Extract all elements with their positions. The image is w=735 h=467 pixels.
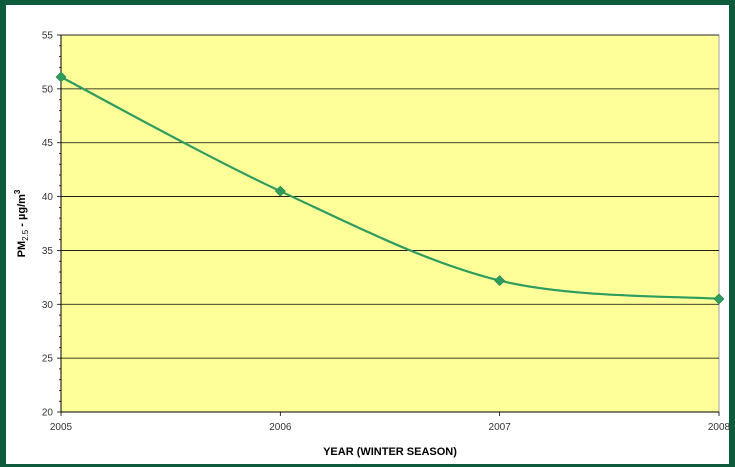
chart-frame: 20 25 30 35 40 45 50 55 2005 2006 2007 2008 YEAR (W… (6, 5, 729, 464)
axes (57, 34, 720, 416)
y-axis-title-superscript: 3 (13, 189, 22, 194)
y-tick-label: 20 (42, 408, 54, 419)
x-axis-title: YEAR (WINTER SEASON) (323, 446, 457, 458)
x-tick-label: 2007 (489, 422, 512, 433)
y-tick-label: 35 (42, 246, 54, 257)
data-point-marker (55, 71, 67, 83)
data-point-marker (494, 275, 506, 287)
data-point-marker (713, 293, 725, 305)
tick-labels: 20 25 30 35 40 45 50 55 2005 2006 2007 2008 (42, 31, 729, 434)
plot-area (60, 34, 720, 413)
y-tick-label: 30 (42, 300, 54, 311)
data-point-marker (274, 185, 286, 197)
y-axis-title: PM2.5 - µg/m3 (13, 189, 30, 257)
x-tick-label: 2006 (269, 422, 292, 433)
line-chart: 20 25 30 35 40 45 50 55 2005 2006 2007 2008 YEAR (W… (13, 31, 729, 459)
y-tick-label: 55 (42, 31, 54, 42)
y-axis-title-units: - µg/m (16, 194, 28, 230)
x-tick-label: 2005 (50, 422, 73, 433)
x-tick-label: 2008 (708, 422, 729, 433)
series-line (60, 76, 720, 300)
y-axis-title-main: PM (16, 241, 28, 258)
y-tick-label: 45 (42, 138, 54, 149)
series (55, 71, 725, 305)
y-tick-label: 40 (42, 192, 54, 203)
y-axis-title-subscript: 2.5 (21, 229, 30, 241)
y-tick-label: 50 (42, 84, 54, 95)
gridlines (61, 34, 719, 359)
y-tick-label: 25 (42, 354, 54, 365)
